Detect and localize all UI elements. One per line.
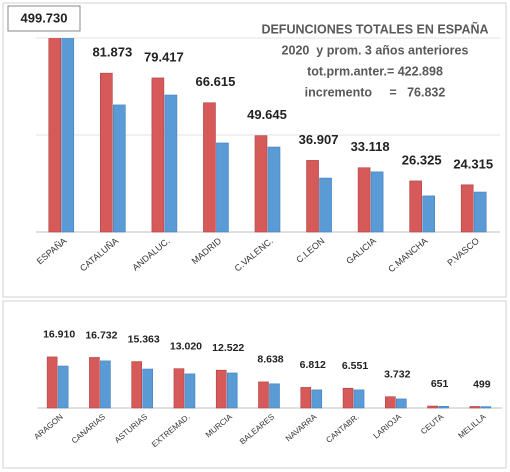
bar xyxy=(269,383,280,409)
bar xyxy=(216,142,229,233)
value-label: 33.118 xyxy=(351,139,390,154)
value-label: 26.325 xyxy=(402,152,442,167)
value-label: 36.907 xyxy=(299,132,339,147)
bottom-panel xyxy=(2,300,507,469)
value-label: 16.732 xyxy=(85,329,117,341)
bar xyxy=(48,38,62,233)
bar xyxy=(427,405,438,409)
value-label: 79.417 xyxy=(144,49,184,64)
bar xyxy=(306,160,319,233)
bar xyxy=(100,72,113,233)
bar xyxy=(100,360,111,409)
bar xyxy=(357,167,371,233)
bar xyxy=(254,135,268,233)
bar xyxy=(131,361,142,409)
value-label: 6.551 xyxy=(342,360,368,372)
bar xyxy=(438,406,449,409)
value-label: 15.363 xyxy=(128,333,160,345)
bar xyxy=(396,398,407,409)
value-label: 499 xyxy=(473,378,491,390)
bar xyxy=(460,184,474,233)
bar xyxy=(267,146,281,233)
bar xyxy=(215,369,227,409)
bar xyxy=(353,389,365,409)
bar xyxy=(89,357,100,409)
top-panel xyxy=(2,2,507,298)
value-label: 13.020 xyxy=(170,340,202,352)
bar xyxy=(480,406,492,409)
value-label: 8.638 xyxy=(257,354,283,366)
bar xyxy=(46,356,58,409)
bars xyxy=(48,38,487,233)
bar xyxy=(57,365,69,409)
bar xyxy=(422,195,435,233)
bar xyxy=(184,373,196,409)
bar xyxy=(226,372,238,409)
value-label: 16.910 xyxy=(43,329,75,341)
bar xyxy=(311,389,323,409)
value-label: 3.732 xyxy=(384,369,410,381)
bar xyxy=(61,38,75,233)
bar xyxy=(113,104,126,233)
bar xyxy=(300,387,312,409)
value-label: 12.522 xyxy=(212,342,244,354)
annotation: incremento = 76.832 xyxy=(305,85,446,99)
bar xyxy=(203,102,216,233)
bar xyxy=(469,406,481,409)
label-box xyxy=(7,5,81,32)
value-label: 24.315 xyxy=(453,156,493,171)
value-label: 81.873 xyxy=(92,45,132,60)
value-label: 49.645 xyxy=(247,107,287,122)
bar xyxy=(142,368,153,409)
bar xyxy=(409,180,422,233)
bar xyxy=(173,368,185,409)
bar xyxy=(164,94,178,233)
bar xyxy=(473,191,487,233)
value-label: 499.730 xyxy=(21,10,68,25)
bars xyxy=(46,356,492,409)
bar xyxy=(258,381,269,409)
bar xyxy=(342,387,354,409)
annotation: tot.prm.anter.= 422.898 xyxy=(307,64,443,78)
bar xyxy=(151,77,165,233)
chart-title: DEFUNCIONES TOTALES EN ESPAÑA xyxy=(261,21,488,36)
value-label: 66.615 xyxy=(196,74,236,89)
bar xyxy=(319,177,332,233)
bar xyxy=(385,396,396,409)
bar xyxy=(370,171,384,233)
value-label: 651 xyxy=(431,378,449,390)
value-label: 6.812 xyxy=(300,359,326,371)
annotation: 2020 y prom. 3 años anteriores xyxy=(282,43,469,57)
